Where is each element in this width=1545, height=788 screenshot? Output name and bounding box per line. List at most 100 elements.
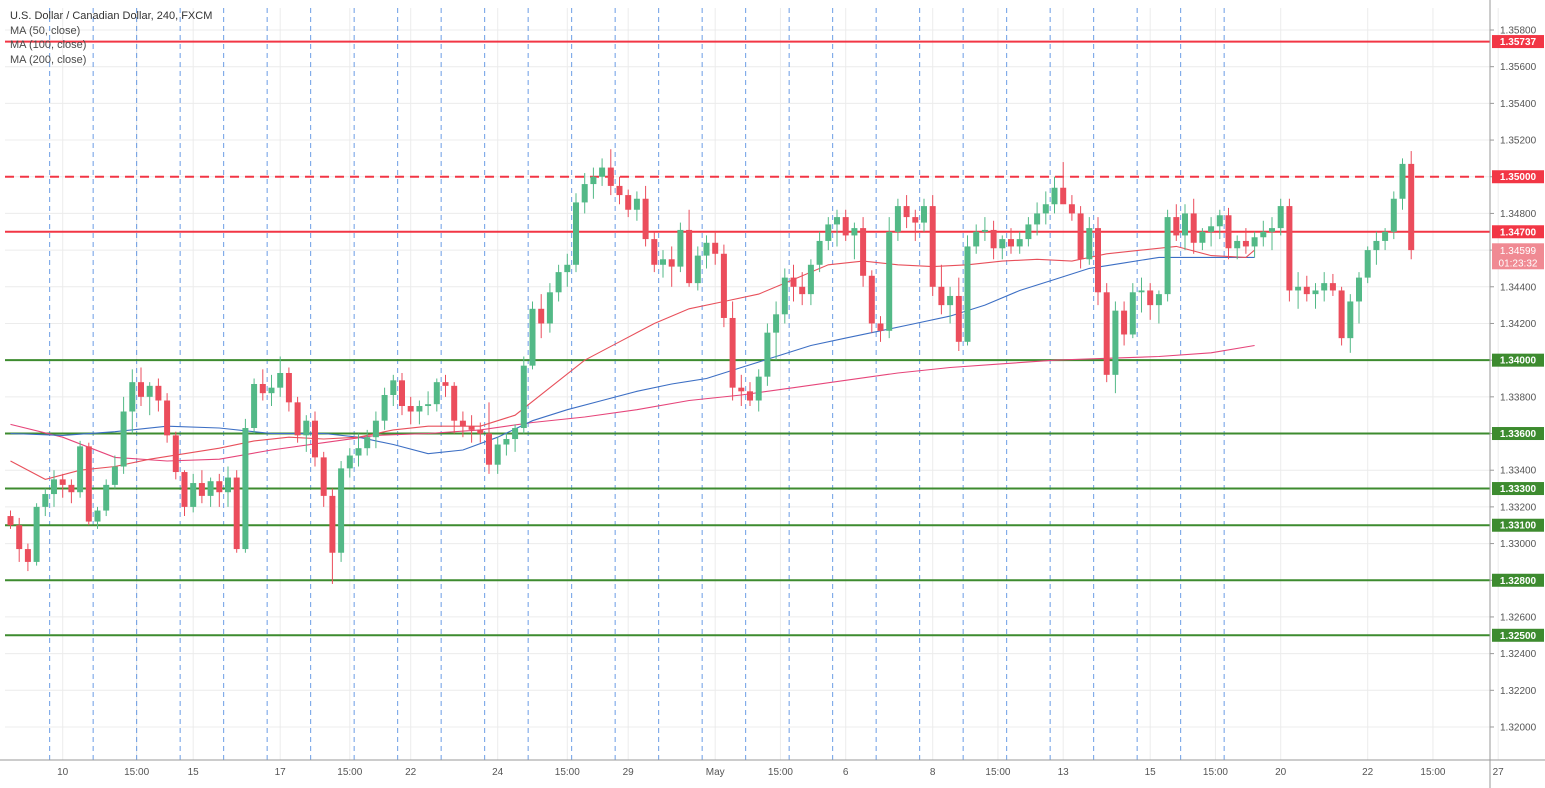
candle-body xyxy=(877,323,884,331)
candle-body xyxy=(607,167,614,186)
candle-body xyxy=(1373,240,1380,251)
candle-body xyxy=(1234,240,1241,249)
candle-up xyxy=(581,173,588,214)
candle-body xyxy=(85,446,92,522)
candle-body xyxy=(564,264,571,273)
candle-body xyxy=(1042,204,1049,214)
candle-body xyxy=(1190,213,1197,243)
candle-down xyxy=(729,301,736,401)
candle-body xyxy=(1312,290,1319,295)
x-tick-label: 15:00 xyxy=(1420,767,1445,778)
candle-body xyxy=(390,380,397,396)
candle-up xyxy=(129,369,136,434)
candle-up xyxy=(781,268,788,324)
level-tag-text: 1.34000 xyxy=(1500,356,1537,367)
candle-up xyxy=(981,217,988,241)
candle-body xyxy=(1121,310,1128,335)
candle-up xyxy=(555,264,562,302)
level-tag-1.35737 xyxy=(1492,35,1544,49)
candle-down xyxy=(1068,195,1075,221)
candle-body xyxy=(24,549,31,562)
candle-up xyxy=(694,246,701,291)
candle-body xyxy=(825,224,832,241)
candle-body xyxy=(1068,204,1075,214)
candle-body xyxy=(364,437,371,449)
candle-up xyxy=(677,222,684,273)
candle-up xyxy=(346,448,353,478)
countdown-text: 01:23:32 xyxy=(1499,258,1538,269)
candle-up xyxy=(886,217,893,339)
candle-body xyxy=(1382,231,1389,241)
candle-up xyxy=(503,433,510,456)
candle-down xyxy=(1408,151,1415,260)
x-tick-label: 15 xyxy=(188,767,200,778)
x-tick-label: 15:00 xyxy=(768,767,793,778)
candle-body xyxy=(581,184,588,203)
level-tag-1.34000 xyxy=(1492,353,1544,367)
horizontal-levels[interactable] xyxy=(5,40,1490,637)
candle-up xyxy=(964,235,971,346)
candle-down xyxy=(616,176,623,205)
candle-body xyxy=(929,206,936,287)
legend-ma50[interactable]: MA (50, close) xyxy=(10,24,81,37)
candle-body xyxy=(1164,217,1171,295)
legend-ma200[interactable]: MA (200, close) xyxy=(10,53,87,66)
candle-up xyxy=(433,378,440,412)
candle-body xyxy=(486,433,492,465)
candle-body xyxy=(68,484,75,493)
x-tick-label: 15:00 xyxy=(985,767,1010,778)
y-tick-label: 1.33800 xyxy=(1500,392,1537,403)
legend-ma100[interactable]: MA (100, close) xyxy=(10,39,87,51)
candle-body xyxy=(834,217,840,225)
candle-body xyxy=(459,420,466,427)
candle-body xyxy=(1408,163,1415,251)
candle-up xyxy=(973,224,980,254)
candle-body xyxy=(312,420,318,458)
candle-body xyxy=(1077,213,1084,260)
candle-body xyxy=(894,206,901,232)
candle-up xyxy=(416,400,423,425)
candle-body xyxy=(7,516,14,526)
candle-body xyxy=(416,406,423,412)
y-tick-label: 1.32000 xyxy=(1500,722,1537,733)
candle-body xyxy=(546,292,553,324)
y-tick-label: 1.33400 xyxy=(1500,466,1537,477)
candle-body xyxy=(773,314,780,333)
x-tick-label: 15 xyxy=(1145,767,1157,778)
price-scale-labels: 1.35737 1.35000 1.34700 1.34000 1.33600 1.333… xyxy=(1492,35,1544,642)
candle-down xyxy=(24,543,31,572)
candle-body xyxy=(294,402,301,436)
x-tick-label: 22 xyxy=(1362,767,1374,778)
candle-body xyxy=(1260,231,1267,238)
candle-body xyxy=(921,206,927,223)
candle-up xyxy=(425,391,432,416)
candle-body xyxy=(903,206,910,218)
candle-body xyxy=(1051,187,1058,205)
candle-body xyxy=(320,457,327,496)
candle-up xyxy=(372,411,379,449)
candle-down xyxy=(468,415,475,443)
candle-body xyxy=(346,455,353,469)
y-tick-label: 1.35600 xyxy=(1500,62,1537,73)
candle-down xyxy=(938,264,945,315)
candle-body xyxy=(399,380,405,407)
candle-body xyxy=(755,376,762,401)
candle-body xyxy=(799,286,806,295)
candle-body xyxy=(964,246,971,342)
candle-up xyxy=(834,209,840,247)
x-tick-label: 15:00 xyxy=(555,767,580,778)
candle-body xyxy=(1251,237,1258,247)
candle-up xyxy=(894,198,901,241)
candle-down xyxy=(7,510,14,529)
candle-body xyxy=(955,295,962,342)
candle-up xyxy=(390,374,397,407)
candle-body xyxy=(729,317,736,388)
candle-down xyxy=(442,374,449,397)
level-tag-1.32800 xyxy=(1492,573,1544,587)
candle-body xyxy=(381,395,388,421)
candle-body xyxy=(538,308,545,324)
candle-body xyxy=(42,494,49,507)
candle-body xyxy=(842,217,849,236)
candle-down xyxy=(738,374,745,407)
